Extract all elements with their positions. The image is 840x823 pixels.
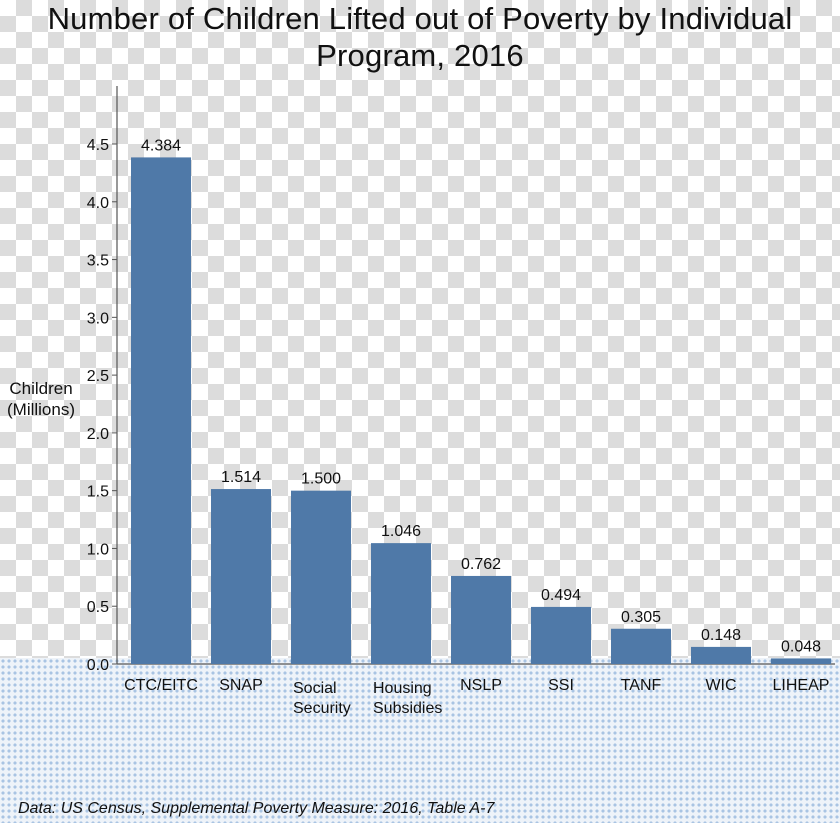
y-tick-label: 4.0 <box>87 195 109 212</box>
bar <box>211 489 271 664</box>
y-axis-label-line-1: Children <box>9 379 73 398</box>
bar <box>691 646 751 664</box>
chart-title: Number of Children Lifted out of Poverty… <box>0 0 840 74</box>
data-label: 0.762 <box>461 556 501 573</box>
y-tick-label: 4.5 <box>87 137 109 154</box>
y-tick-label: 2.0 <box>87 426 109 443</box>
background-band <box>0 658 840 823</box>
bar <box>451 575 511 664</box>
x-tick-label: Housing <box>373 680 432 697</box>
data-label: 1.514 <box>221 469 261 486</box>
bar <box>531 606 591 664</box>
bar <box>291 490 351 664</box>
data-label: 1.046 <box>381 523 421 540</box>
y-axis-label-line-2: (Millions) <box>7 400 75 419</box>
bar <box>611 628 671 664</box>
x-tick-label: LIHEAP <box>773 677 830 694</box>
bar <box>371 543 431 664</box>
data-label: 0.048 <box>781 638 821 655</box>
y-tick-label: 0.0 <box>87 657 109 674</box>
x-tick-label: WIC <box>705 677 736 694</box>
y-tick-label: 0.5 <box>87 599 109 616</box>
data-label: 0.305 <box>621 609 661 626</box>
x-tick-label: SSI <box>548 677 574 694</box>
data-label: 0.148 <box>701 627 741 644</box>
y-axis-label: Children (Millions) <box>0 378 82 420</box>
y-tick-label: 2.5 <box>87 368 109 385</box>
x-tick-label: TANF <box>621 677 662 694</box>
bar <box>771 658 831 664</box>
data-label: 4.384 <box>141 137 181 154</box>
x-tick-label: NSLP <box>460 677 502 694</box>
y-tick-label: 3.0 <box>87 310 109 327</box>
chart-title-line-1: Number of Children Lifted out of Poverty… <box>47 1 793 36</box>
chart-title-line-2: Program, 2016 <box>316 38 524 73</box>
y-tick-label: 1.0 <box>87 541 109 558</box>
x-tick-label: Subsidies <box>373 700 442 717</box>
x-tick-label: Social <box>293 680 337 697</box>
bar <box>131 157 191 664</box>
data-label: 0.494 <box>541 587 581 604</box>
y-tick-label: 3.5 <box>87 253 109 270</box>
x-tick-label: Security <box>293 700 351 717</box>
data-label: 1.500 <box>301 471 341 488</box>
x-tick-label: SNAP <box>219 677 263 694</box>
y-tick-label: 1.5 <box>87 484 109 501</box>
x-tick-label: CTC/EITC <box>124 677 198 694</box>
source-note: Data: US Census, Supplemental Poverty Me… <box>18 800 495 817</box>
